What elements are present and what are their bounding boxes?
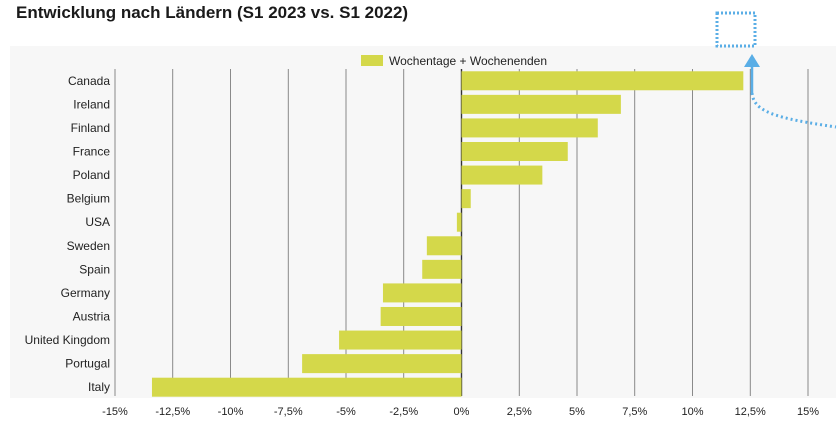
category-label: Finland <box>71 121 110 135</box>
category-label: USA <box>85 215 110 229</box>
x-tick-label: 12,5% <box>735 406 766 418</box>
x-tick-label: -7,5% <box>274 406 303 418</box>
x-tick-labels: -15% -12,5% -10% -7,5% -5% -2,5% 0% 2,5% 5% 7,5% 1… <box>102 406 819 418</box>
bar-usa <box>456 212 462 232</box>
category-label: United Kingdom <box>25 333 110 347</box>
x-tick-label: 15% <box>797 406 819 418</box>
legend: Wochentage + Wochenenden <box>361 54 547 68</box>
legend-label: Wochentage + Wochenenden <box>389 54 547 68</box>
bar-spain <box>422 259 462 279</box>
x-tick-label: 2,5% <box>507 406 532 418</box>
x-tick-label: -2,5% <box>389 406 418 418</box>
category-label: Italy <box>88 380 110 394</box>
category-label: Austria <box>73 309 111 323</box>
chart-title: Entwicklung nach Ländern (S1 2023 vs. S1… <box>16 3 409 22</box>
bar-italy <box>151 377 462 397</box>
callout-dotted-curve <box>750 92 837 129</box>
category-label: France <box>73 144 111 158</box>
x-tick-label: 0% <box>454 406 470 418</box>
x-tick-label: 5% <box>569 406 585 418</box>
legend-swatch <box>361 55 383 66</box>
bar-ireland <box>461 94 621 114</box>
x-tick-label: -5% <box>336 406 356 418</box>
bar-austria <box>380 306 462 326</box>
bar-germany <box>382 283 462 303</box>
arrow-up-icon <box>744 54 760 67</box>
x-tick-label: 7,5% <box>622 406 647 418</box>
bar-canada <box>461 71 744 91</box>
bar-france <box>461 141 568 161</box>
x-tick-label: 10% <box>681 406 703 418</box>
category-label: Germany <box>61 286 110 300</box>
bars <box>151 71 744 397</box>
x-tick-label: -15% <box>102 406 128 418</box>
bar-sweden <box>426 236 462 256</box>
category-label: Sweden <box>67 239 110 253</box>
x-tick-label: -12,5% <box>155 406 190 418</box>
category-label: Portugal <box>65 357 110 371</box>
bar-finland <box>461 118 598 138</box>
callout-annotation <box>715 11 837 129</box>
category-label: Belgium <box>67 192 110 206</box>
callout-dotted-box <box>715 11 757 48</box>
bar-united-kingdom <box>339 330 462 350</box>
x-tick-label: -10% <box>218 406 244 418</box>
bar-poland <box>461 165 543 185</box>
bar-belgium <box>461 189 471 209</box>
bar-portugal <box>302 354 462 374</box>
category-label: Ireland <box>73 97 110 111</box>
category-label: Poland <box>73 168 110 182</box>
category-label: Canada <box>68 74 110 88</box>
category-labels: Canada Ireland Finland France Poland Belgium U… <box>25 74 111 394</box>
category-label: Spain <box>79 262 110 276</box>
